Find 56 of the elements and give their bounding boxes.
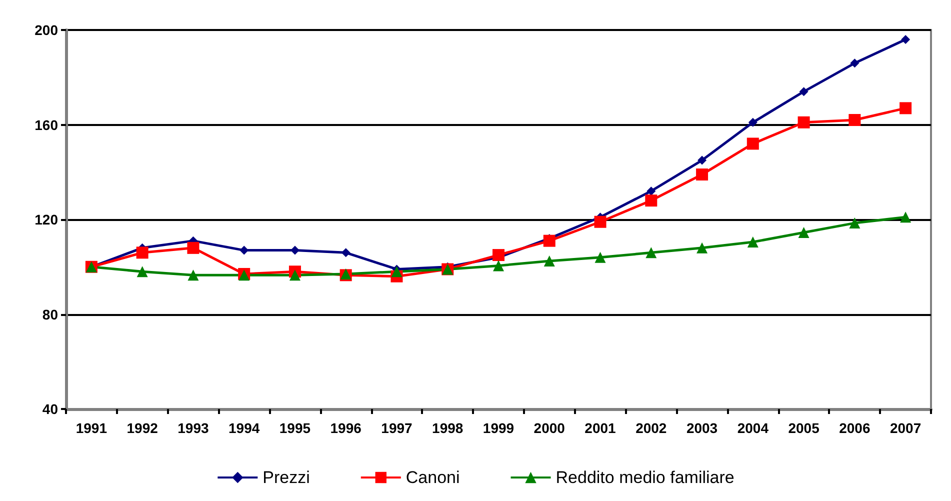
point (594, 216, 606, 228)
point (746, 138, 759, 150)
legend-label: Canoni (406, 468, 460, 487)
point (289, 270, 300, 281)
x-tick-label: 1999 (482, 420, 514, 436)
point (798, 116, 810, 128)
point (848, 114, 861, 126)
x-tick-label: 2002 (636, 420, 667, 436)
point (594, 252, 606, 263)
y-tick-label: 200 (34, 22, 58, 38)
x-tick-label: 1998 (432, 420, 464, 436)
point (696, 242, 708, 254)
x-tick-label: 1992 (126, 420, 158, 436)
legend-label: Reddito medio familiare (556, 468, 734, 487)
x-tick-label: 2006 (839, 420, 870, 436)
point (136, 246, 148, 259)
x-tick-label: 2000 (534, 420, 566, 436)
point (748, 118, 758, 127)
point (849, 218, 860, 229)
point (493, 260, 504, 272)
point (188, 270, 199, 281)
point (798, 227, 810, 238)
point (900, 212, 912, 223)
x-tick-label: 2005 (788, 420, 820, 436)
point (646, 186, 656, 196)
legend-label: Prezzi (262, 468, 310, 487)
point (543, 234, 556, 247)
point (544, 255, 555, 266)
x-tick-label: 1997 (381, 420, 413, 436)
point (391, 266, 402, 278)
point (646, 247, 657, 258)
x-tick-label: 2007 (890, 420, 922, 436)
point (850, 58, 860, 68)
point (901, 34, 910, 44)
y-tick-label: 160 (34, 116, 58, 133)
x-tick-label: 2004 (737, 420, 769, 436)
point (136, 266, 148, 278)
point (900, 102, 912, 114)
point (747, 236, 758, 248)
y-tick-label: 120 (34, 212, 58, 228)
x-tick-label: 1993 (178, 420, 209, 436)
point (492, 249, 504, 262)
x-tick-label: 2003 (686, 420, 718, 436)
point (341, 248, 350, 258)
point (698, 156, 707, 165)
point (799, 87, 808, 96)
x-tick-label: 1991 (76, 420, 108, 436)
point (645, 194, 658, 207)
x-tick-label: 1994 (228, 420, 260, 436)
x-tick-label: 1995 (279, 420, 311, 436)
y-tick-label: 80 (42, 306, 58, 322)
point (696, 168, 708, 180)
x-tick-label: 2001 (584, 420, 616, 436)
x-tick-label: 1996 (330, 420, 362, 436)
point (187, 242, 200, 254)
y-tick-label: 40 (42, 401, 58, 417)
